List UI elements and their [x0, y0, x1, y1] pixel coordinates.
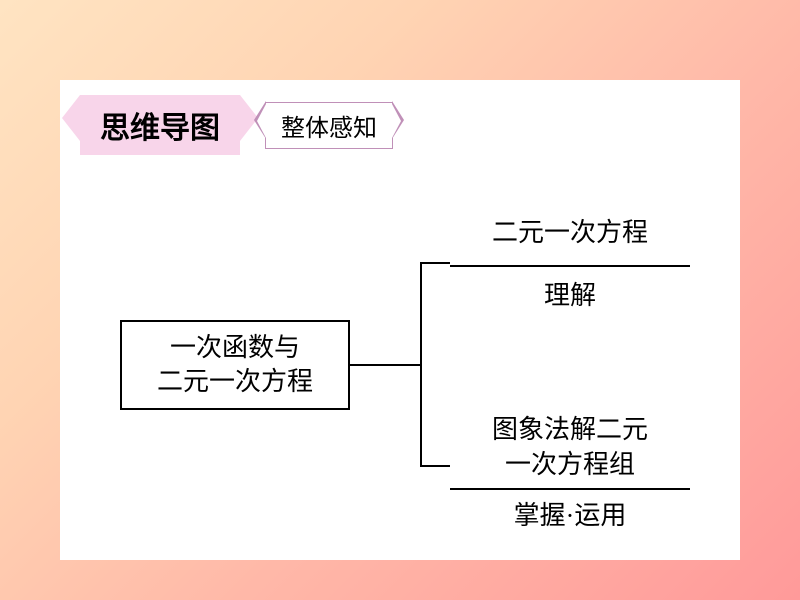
connector-vertical: [420, 262, 422, 467]
branch-bottom-line1: 图象法解二元: [455, 412, 685, 447]
branch-connector-top: [420, 262, 450, 264]
branch-top-label: 二元一次方程: [455, 215, 685, 251]
mind-map-diagram: 一次函数与 二元一次方程 二元一次方程 理解 图象法解二元 一次方程组 掌握·运…: [120, 220, 700, 520]
title-text: 思维导图: [100, 103, 220, 147]
header: 思维导图 整体感知: [80, 95, 393, 155]
title-badge: 思维导图: [80, 95, 240, 155]
subtitle-text: 整体感知: [281, 116, 377, 142]
branch-bottom-sublabel: 掌握·运用: [455, 495, 685, 532]
content-panel: 思维导图 整体感知 一次函数与 二元一次方程 二元一次方程 理解 图象法解二元: [60, 80, 740, 560]
connector-horizontal: [350, 364, 420, 366]
divider-top: [450, 265, 690, 267]
branch-bottom-label: 图象法解二元 一次方程组: [455, 412, 685, 482]
root-line1: 一次函数与: [170, 331, 300, 365]
root-node: 一次函数与 二元一次方程: [120, 320, 350, 410]
branch-connector-bottom: [420, 465, 450, 467]
branch-bottom-line2: 一次方程组: [455, 447, 685, 482]
subtitle-badge: 整体感知: [265, 102, 393, 149]
divider-bottom: [450, 488, 690, 490]
branch-top-sublabel: 理解: [455, 275, 685, 312]
gradient-background: 思维导图 整体感知 一次函数与 二元一次方程 二元一次方程 理解 图象法解二元: [0, 0, 800, 600]
root-line2: 二元一次方程: [157, 365, 313, 399]
